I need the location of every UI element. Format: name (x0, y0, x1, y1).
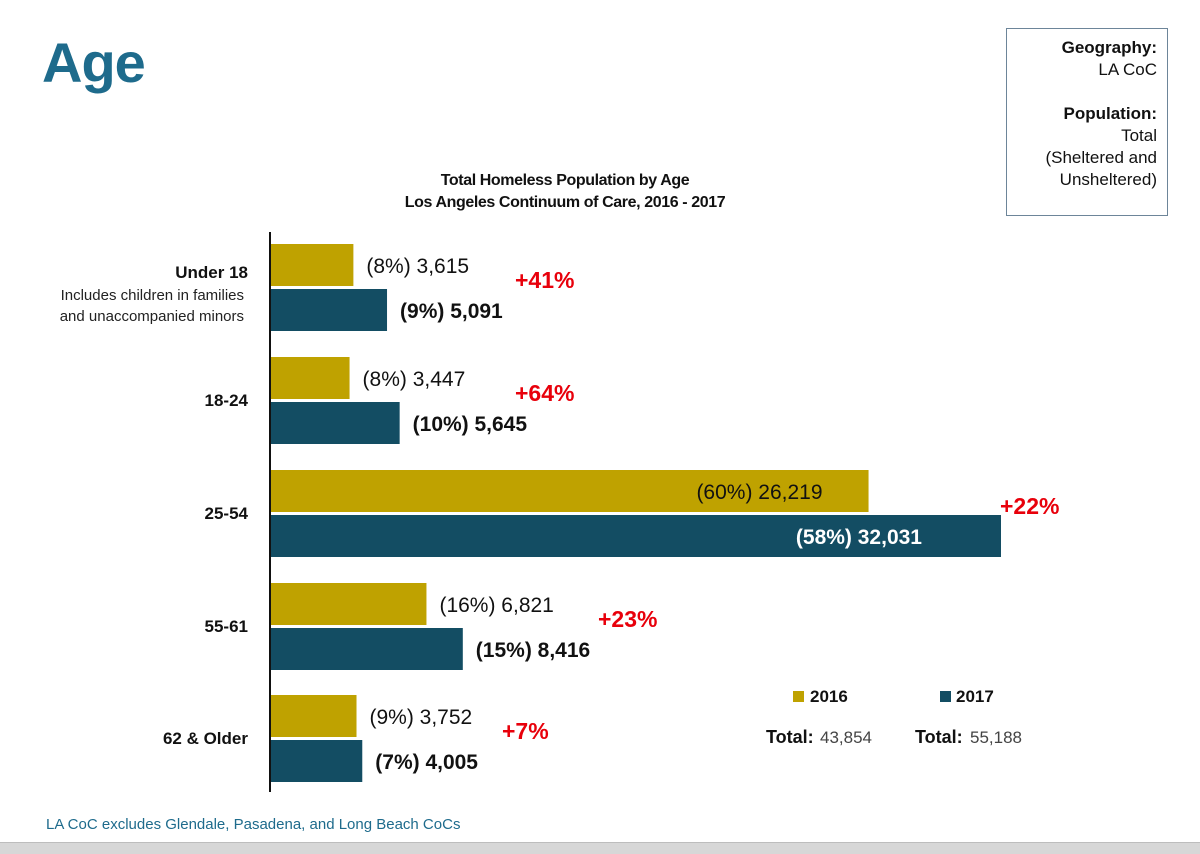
legend-label-2017: 2017 (956, 687, 994, 706)
category-sublabel: Includes children in families (61, 287, 244, 304)
population-label: Population: (1063, 104, 1157, 123)
category-label: 55-61 (205, 617, 248, 636)
geography-value: LA CoC (1098, 60, 1157, 79)
chart-subtitle-line: Los Angeles Continuum of Care, 2016 - 20… (404, 194, 726, 211)
category-label: 62 & Older (163, 729, 248, 748)
change-label: +41% (515, 267, 574, 293)
bar-2016 (271, 470, 869, 512)
change-label: +22% (1000, 493, 1059, 519)
bar-2017 (271, 628, 463, 670)
legend-swatch-2016 (793, 691, 804, 702)
bar-2017 (271, 402, 400, 444)
bar-2016 (271, 357, 350, 399)
bar-2017 (271, 515, 1001, 557)
bar-2017 (271, 740, 363, 782)
total-value-2017: 55,188 (970, 728, 1022, 747)
population-line: Unsheltered) (1059, 170, 1157, 189)
bar-2016 (271, 244, 354, 286)
total-label-2017: Total: (915, 727, 963, 747)
population-line: (Sheltered and (1045, 148, 1157, 167)
data-label-2016: (8%) 3,615 (366, 255, 469, 278)
data-label-2017: (9%) 5,091 (400, 300, 503, 323)
footnote: LA CoC excludes Glendale, Pasadena, and … (46, 816, 461, 833)
geography-label: Geography: (1061, 38, 1157, 57)
population-line: Total (1121, 126, 1157, 145)
legend-swatch-2017 (940, 691, 951, 702)
total-label-2016: Total: (766, 727, 814, 747)
category-label: Under 18 (175, 263, 248, 282)
category-label: 18-24 (205, 391, 249, 410)
data-label-2016: (8%) 3,447 (363, 368, 466, 391)
total-value-2016: 43,854 (820, 728, 872, 747)
data-label-2017: (7%) 4,005 (375, 751, 478, 774)
data-label-2016: (9%) 3,752 (370, 706, 473, 729)
change-label: +64% (515, 380, 574, 406)
bar-2017 (271, 289, 388, 331)
chart-title: Total Homeless Population by Age Los Ang… (330, 170, 800, 214)
data-label-2016: (16%) 6,821 (439, 594, 553, 617)
data-label-2017: (58%) 32,031 (796, 526, 922, 549)
change-label: +23% (598, 606, 657, 632)
bar-2016 (271, 695, 357, 737)
page-title: Age (42, 31, 146, 94)
data-label-2017: (10%) 5,645 (413, 413, 528, 436)
chart-title-line: Total Homeless Population by Age (440, 172, 690, 189)
category-sublabel: and unaccompanied minors (60, 308, 244, 325)
change-label: +7% (502, 718, 549, 744)
legend-label-2016: 2016 (810, 687, 848, 706)
data-label-2016: (60%) 26,219 (696, 481, 822, 504)
info-box: Geography: LA CoC Population: Total (She… (1006, 28, 1168, 216)
bar-2016 (271, 583, 427, 625)
category-label: 25-54 (205, 504, 249, 523)
window-bottom-edge (0, 842, 1200, 854)
data-label-2017: (15%) 8,416 (476, 639, 590, 662)
